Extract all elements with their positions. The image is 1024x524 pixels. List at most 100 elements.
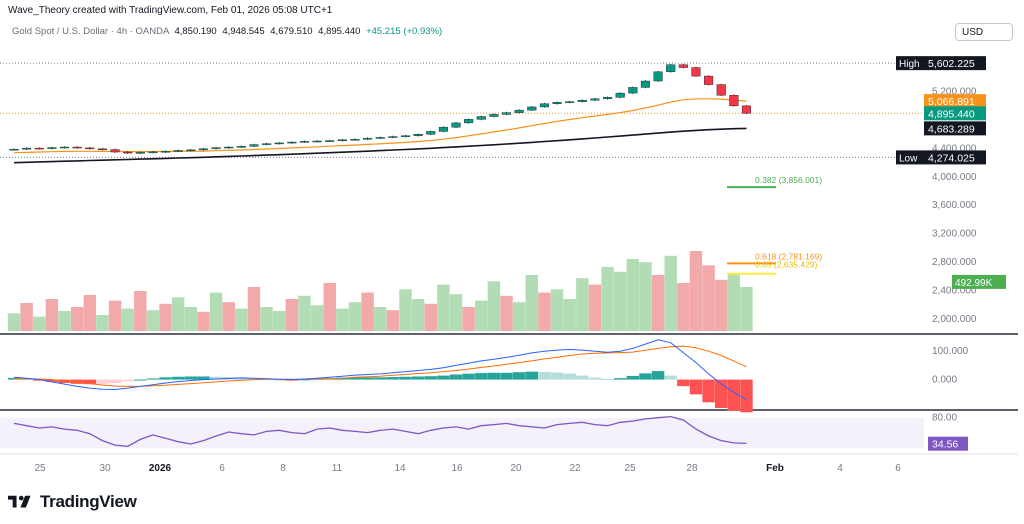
macd-histogram-bar	[538, 371, 551, 380]
candle-body	[400, 135, 411, 137]
fib-label-0.65: 0.65 (2,635.429)	[755, 260, 818, 270]
candle-body	[161, 151, 171, 153]
macd-histogram-bar	[273, 379, 286, 381]
macd-histogram-bar	[121, 379, 134, 382]
macd-histogram-bar	[563, 373, 576, 380]
fib-label-0.618: 0.618 (2,781.169)	[755, 251, 822, 261]
candle-body	[47, 147, 57, 149]
extreme-name-tag	[896, 56, 924, 71]
volume-bar	[677, 283, 690, 331]
volume-bar	[727, 273, 741, 331]
candle-body	[501, 112, 512, 115]
candle-body	[426, 131, 436, 135]
candle-body	[363, 137, 373, 140]
macd-histogram-bar	[613, 378, 627, 380]
macd-histogram-bar	[500, 372, 513, 380]
macd-histogram-bar	[462, 373, 475, 380]
price-axis-tick: 5,200.000	[932, 87, 977, 98]
macd-histogram-bar	[171, 376, 185, 380]
candle-body	[628, 87, 638, 94]
macd-histogram-bar	[411, 376, 425, 380]
candle-body	[489, 114, 499, 117]
legend-open: 4,850.190	[174, 26, 217, 37]
volume-bar	[348, 302, 362, 331]
macd-histogram-bar	[374, 377, 387, 380]
candle-body	[262, 143, 272, 145]
candle-body	[476, 116, 486, 120]
candle-body	[34, 147, 44, 150]
macd-histogram-bar	[159, 377, 172, 380]
price-tag-low: 4,274.025	[928, 152, 975, 164]
price-pane-bg	[0, 42, 1024, 333]
volume-bar	[715, 279, 728, 331]
candle-body	[22, 147, 32, 150]
volume-bar	[298, 295, 311, 331]
macd-histogram-bar	[424, 376, 437, 380]
candle-body	[97, 148, 107, 151]
candle-body	[198, 148, 208, 151]
volume-bar	[323, 283, 336, 331]
macd-histogram-bar	[361, 377, 374, 380]
candle-body	[590, 98, 600, 101]
macd-histogram-bar	[449, 374, 463, 380]
volume-bar	[651, 275, 665, 331]
macd-line	[13, 339, 747, 400]
volume-bar	[601, 267, 614, 331]
price-tag-bg	[924, 150, 986, 165]
macd-histogram-bar	[601, 379, 614, 381]
volume-bar	[538, 292, 551, 331]
candle-body	[438, 126, 448, 132]
brand-footer: TradingView	[8, 492, 137, 512]
chart-canvas[interactable]: 5,200.000 4,400.000 4,000.000 3,600.000 3,20…	[0, 0, 1024, 490]
legend-change: +45.215 (+0.93%)	[366, 26, 443, 37]
volume-tag-bg	[952, 274, 1006, 289]
volume-bar	[639, 262, 652, 331]
price-tag-ema: 5,066.891	[928, 96, 975, 108]
candle-body	[716, 84, 726, 96]
ema200-line	[13, 127, 747, 164]
time-axis-tick: 8	[280, 463, 286, 474]
currency-selector[interactable]: USD	[955, 23, 1013, 41]
time-axis-tick: 28	[686, 463, 698, 474]
macd-histogram-bar	[727, 379, 741, 411]
rsi-band	[0, 418, 924, 448]
volume-bar	[108, 300, 122, 331]
volume-bar	[563, 299, 576, 331]
candle-body	[186, 149, 196, 152]
volume-bar	[386, 310, 400, 331]
macd-histogram-bar	[651, 371, 665, 380]
macd-histogram-bar	[386, 377, 400, 380]
candle-body	[653, 71, 663, 82]
price-tag-bg	[924, 106, 986, 121]
candle-body	[135, 152, 145, 154]
candle-body	[640, 80, 650, 88]
candle-body	[274, 142, 284, 145]
volume-bar	[45, 299, 59, 331]
volume-bar	[500, 295, 513, 331]
candle-body	[224, 146, 234, 149]
candle-body	[148, 151, 158, 154]
candle-body	[704, 75, 714, 85]
macd-histogram-bar	[108, 379, 122, 384]
time-axis-tick: 6	[895, 463, 901, 474]
candle-body	[249, 144, 259, 147]
extreme-name: Low	[899, 153, 918, 164]
volume-bar	[462, 307, 475, 331]
legend-close: 4,895.440	[318, 26, 361, 37]
macd-histogram-bar	[285, 379, 299, 381]
extreme-name-tag	[896, 150, 924, 165]
price-axis-tick: 2,000.000	[932, 314, 977, 325]
macd-histogram-bar	[576, 375, 589, 380]
creator-attribution: Wave_Theory created with TradingView.com…	[8, 5, 333, 16]
macd-histogram-bar	[20, 379, 33, 381]
price-tag-high: 5,602.225	[928, 58, 975, 70]
candle-body	[741, 105, 752, 114]
macd-signal-line	[13, 345, 747, 387]
volume-bar	[525, 275, 538, 331]
macd-histogram-bar	[639, 373, 652, 380]
volume-bar	[222, 302, 235, 331]
candle-body	[123, 151, 133, 154]
candle-body	[615, 92, 625, 98]
candle-body	[388, 136, 398, 138]
time-axis-tick: 25	[34, 463, 46, 474]
